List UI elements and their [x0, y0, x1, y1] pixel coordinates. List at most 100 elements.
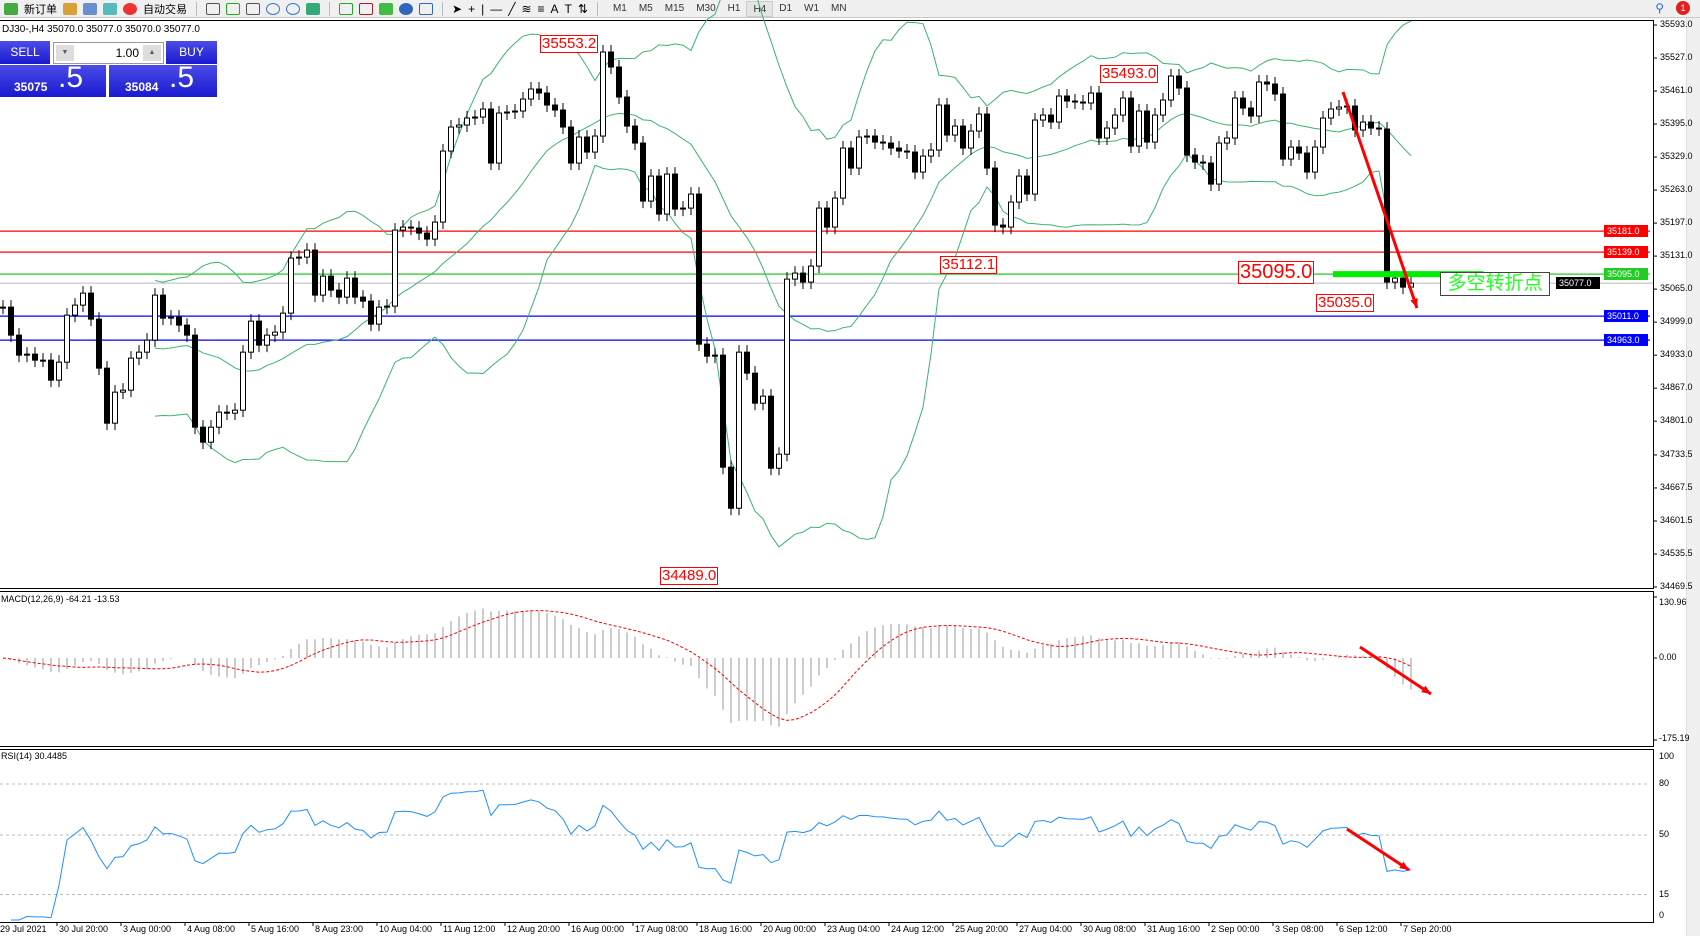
sell-button[interactable]: SELL [0, 41, 50, 64]
main-chart-pane[interactable] [0, 20, 1654, 589]
candle [288, 257, 294, 314]
templates-icon[interactable] [419, 2, 433, 15]
market-watch-icon[interactable] [83, 2, 97, 15]
timeframe-m5[interactable]: M5 [638, 2, 653, 14]
candle [512, 110, 518, 113]
text-icon[interactable]: A [550, 1, 559, 16]
candle [1024, 175, 1030, 195]
price-axis-label: 35131.0 [1660, 250, 1693, 261]
timeframe-m30[interactable]: M30 [696, 2, 716, 14]
auto-trading-button[interactable]: 自动交易 [143, 3, 187, 16]
price-axis-label: 34801.0 [1660, 415, 1693, 426]
crosshair-icon[interactable]: + [468, 1, 476, 16]
candle [216, 411, 222, 428]
candle [80, 292, 86, 306]
time-axis-label: 3 Aug 00:00 [123, 924, 172, 934]
macd-pane[interactable] [0, 591, 1654, 747]
high2-label: 35493.0 [1100, 65, 1159, 83]
candle [1152, 114, 1158, 143]
candle [936, 104, 942, 151]
rsi-axis-label: 80 [1659, 778, 1670, 788]
candle [848, 147, 854, 169]
candle [1160, 99, 1166, 116]
candle [600, 51, 606, 137]
candle [1080, 101, 1086, 104]
candle [1264, 81, 1270, 85]
candle [856, 136, 862, 169]
auto-trading-icon[interactable] [123, 2, 137, 15]
candle [296, 256, 302, 259]
new-order-icon[interactable] [4, 2, 18, 15]
vertical-line-icon[interactable]: | [481, 1, 485, 16]
candle [792, 272, 798, 280]
tile-windows-icon[interactable] [306, 2, 320, 15]
new-order-button[interactable]: 新订单 [24, 3, 57, 16]
cursor-icon[interactable]: ➤ [452, 1, 463, 16]
candle [344, 277, 350, 298]
candle [528, 88, 534, 100]
candle [672, 173, 678, 210]
buy-button[interactable]: BUY [166, 41, 217, 64]
text-label-icon[interactable]: T [564, 1, 572, 16]
bollinger-band-l [154, 152, 1412, 548]
timeframe-d1[interactable]: D1 [779, 2, 793, 14]
timeframe-m1[interactable]: M1 [612, 2, 627, 14]
high-label: 35553.2 [540, 35, 599, 53]
candle [104, 367, 110, 424]
zoom-out-icon[interactable] [286, 2, 300, 15]
arrows-icon[interactable]: ⇅ [577, 1, 588, 16]
candle [152, 294, 158, 341]
candle [768, 395, 774, 469]
signals-icon[interactable] [103, 2, 117, 15]
lot-increase-button[interactable]: ▲ [143, 45, 161, 61]
history-icon[interactable] [63, 2, 77, 15]
horizontal-line-icon[interactable]: — [490, 1, 503, 16]
timeframe-mn[interactable]: MN [831, 2, 847, 14]
candle [800, 272, 806, 283]
lot-decrease-button[interactable]: ▼ [56, 45, 74, 61]
candle [16, 334, 22, 356]
candle [536, 88, 542, 94]
timeframe-h1[interactable]: H1 [727, 2, 741, 14]
buy-price[interactable]: 35084 .5 [109, 61, 217, 97]
equidistant-channel-icon[interactable]: ≋ [521, 1, 532, 16]
timeframe-w1[interactable]: W1 [804, 2, 820, 14]
rsi-axis-label: 100 [1659, 751, 1675, 761]
rsi-pane[interactable] [0, 749, 1654, 923]
candle [992, 167, 998, 226]
candle [448, 126, 454, 152]
trendline-icon[interactable]: ╱ [508, 1, 516, 16]
candle [696, 193, 702, 345]
time-axis-label: 29 Jul 2021 [0, 924, 47, 934]
bar-chart-icon[interactable] [206, 2, 220, 15]
candle [192, 334, 198, 428]
periods-icon[interactable] [399, 2, 413, 15]
line-chart-icon[interactable] [246, 2, 260, 15]
candle [864, 135, 870, 138]
time-axis-label: 6 Sep 12:00 [1339, 924, 1388, 934]
candle [232, 409, 238, 414]
time-axis-label: 27 Aug 04:00 [1019, 924, 1073, 934]
search-icon[interactable]: ⚲ [1655, 1, 1664, 15]
fibonacci-icon[interactable]: ≡ [537, 1, 545, 16]
lot-size-input[interactable]: ▼ 1.00 ▲ [53, 42, 164, 64]
macd-axis-label: 0.00 [1659, 652, 1677, 662]
candle [784, 278, 790, 455]
candlestick-icon[interactable] [226, 2, 240, 15]
zoom-in-icon[interactable] [266, 2, 280, 15]
candle [552, 104, 558, 111]
candle [896, 147, 902, 152]
notification-badge[interactable]: 1 [1676, 1, 1690, 15]
candle [1064, 95, 1070, 102]
indicators-icon[interactable] [379, 2, 393, 15]
chart-shift-icon[interactable] [359, 2, 373, 15]
candle [1008, 201, 1014, 228]
price-axis-label: 34667.5 [1660, 481, 1693, 492]
sell-price[interactable]: 35075 .5 [0, 61, 106, 97]
macd-title: MACD(12,26,9) -64.21 -13.53 [1, 594, 120, 604]
candle [472, 116, 478, 119]
timeframe-m15[interactable]: M15 [664, 2, 685, 14]
time-axis-label: 17 Aug 08:00 [635, 924, 689, 934]
candle [112, 391, 118, 424]
autoscroll-icon[interactable] [339, 2, 353, 15]
